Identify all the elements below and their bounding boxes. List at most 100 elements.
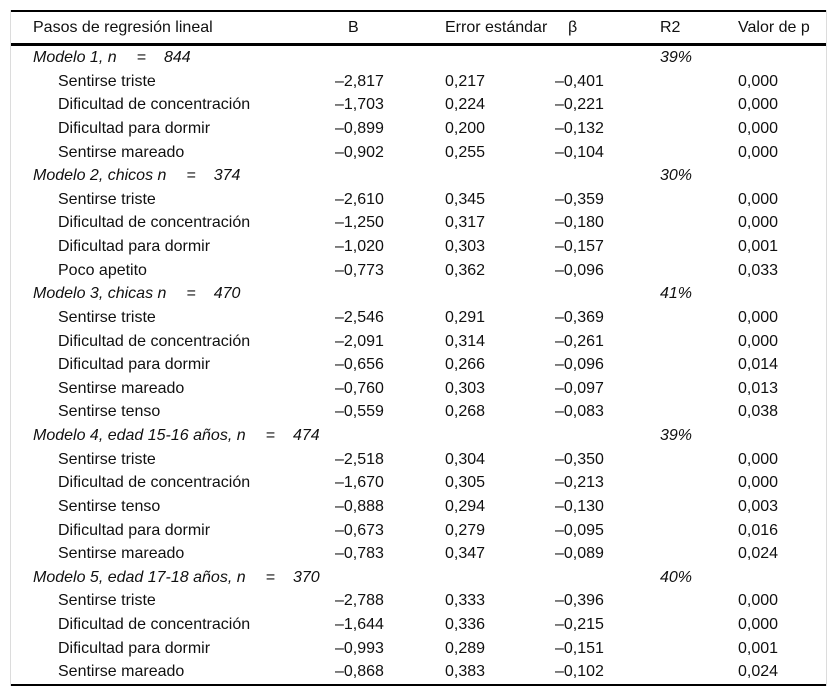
r2-cell: 40% <box>660 568 693 586</box>
se-cell: 0,303 <box>445 379 486 397</box>
b-cell: –0,888 <box>335 497 384 515</box>
sample-size: 470 <box>213 285 241 303</box>
b-cell: –2,518 <box>335 450 384 468</box>
predictor-row: Sentirse mareado –0,783 0,347 –0,089 0,024 <box>11 542 826 566</box>
beta-cell: –0,401 <box>555 72 604 90</box>
beta-cell: –0,350 <box>555 450 604 468</box>
sample-size: 370 <box>292 568 320 586</box>
beta-cell: –0,104 <box>555 143 604 161</box>
predictor-row: Sentirse mareado –0,868 0,383 –0,102 0,024 <box>11 660 826 684</box>
beta-cell: –0,130 <box>555 497 604 515</box>
predictor-label: Dificultad para dormir <box>58 639 211 657</box>
predictor-row: Sentirse mareado –0,760 0,303 –0,097 0,013 <box>11 377 826 401</box>
beta-cell: –0,221 <box>555 96 604 114</box>
model-name: Modelo 4, edad 15-16 años, n <box>33 427 246 444</box>
p-cell: 0,000 <box>738 616 779 633</box>
p-cell: 0,001 <box>738 639 779 657</box>
table-bottom-rule <box>11 683 826 686</box>
model-row: Modelo 5, edad 17-18 años, n = 370 40% <box>11 566 826 590</box>
model-row: Modelo 2, chicos n = 374 30% <box>11 164 826 188</box>
predictor-label: Dificultad de concentración <box>58 96 251 114</box>
predictor-row: Poco apetito –0,773 0,362 –0,096 0,033 <box>11 259 826 283</box>
p-cell: 0,000 <box>738 474 779 492</box>
beta-cell: –0,261 <box>555 332 604 350</box>
p-cell: 0,003 <box>738 497 779 515</box>
model-row: Modelo 3, chicas n = 470 41% <box>11 282 826 306</box>
b-cell: –0,899 <box>335 119 384 137</box>
column-header-b: B <box>348 18 359 36</box>
b-cell: –0,783 <box>335 545 384 563</box>
b-cell: –1,020 <box>335 238 384 255</box>
predictor-label: Sentirse tenso <box>58 497 161 515</box>
predictor-label: Sentirse mareado <box>58 379 185 397</box>
predictor-label: Dificultad de concentración <box>58 214 251 232</box>
model-label: Modelo 1, n = 844 <box>11 46 335 70</box>
beta-cell: –0,369 <box>555 308 604 326</box>
p-cell: 0,033 <box>738 261 779 279</box>
column-header-pasos: Pasos de regresión lineal <box>33 18 213 36</box>
model-name: Modelo 5, edad 17-18 años, n <box>33 568 246 586</box>
b-cell: –2,817 <box>335 72 384 90</box>
b-cell: –1,670 <box>335 474 384 492</box>
predictor-label: Sentirse triste <box>58 450 156 468</box>
r2-cell: 30% <box>660 167 693 185</box>
b-cell: –2,788 <box>335 592 384 610</box>
beta-cell: –0,396 <box>555 592 604 610</box>
model-row: Modelo 4, edad 15-16 años, n = 474 39% <box>11 424 826 448</box>
column-header-valor-p: Valor de p <box>738 18 810 36</box>
predictor-label: Dificultad de concentración <box>58 332 251 350</box>
predictor-label: Dificultad de concentración <box>58 474 251 492</box>
model-label: Modelo 2, chicos n = 374 <box>11 164 335 188</box>
beta-cell: –0,215 <box>555 616 604 633</box>
predictor-label: Dificultad para dormir <box>58 356 211 374</box>
p-cell: 0,000 <box>738 308 779 326</box>
se-cell: 0,362 <box>445 261 486 279</box>
b-cell: –0,760 <box>335 379 384 397</box>
beta-cell: –0,095 <box>555 521 604 539</box>
predictor-row: Sentirse triste –2,610 0,345 –0,359 0,000 <box>11 188 826 212</box>
beta-cell: –0,213 <box>555 474 604 492</box>
model-name: Modelo 3, chicas n <box>33 285 167 303</box>
se-cell: 0,347 <box>445 545 486 563</box>
equals-sign: = <box>265 427 275 444</box>
model-name: Modelo 2, chicos n <box>33 167 167 185</box>
predictor-row: Sentirse triste –2,518 0,304 –0,350 0,000 <box>11 448 826 472</box>
equals-sign: = <box>136 49 146 66</box>
predictor-label: Sentirse tenso <box>58 403 161 421</box>
beta-cell: –0,083 <box>555 403 604 421</box>
table-header-rule <box>11 43 826 46</box>
predictor-row: Dificultad de concentración –1,703 0,224 –0… <box>11 93 826 117</box>
b-cell: –0,773 <box>335 261 384 279</box>
se-cell: 0,304 <box>445 450 486 468</box>
p-cell: 0,000 <box>738 214 779 232</box>
predictor-label: Dificultad para dormir <box>58 119 211 137</box>
se-cell: 0,255 <box>445 143 486 161</box>
predictor-row: Dificultad para dormir –0,993 0,289 –0,151 0… <box>11 637 826 661</box>
r2-cell: 39% <box>660 49 693 66</box>
regression-table: Pasos de regresión lineal B Error estánd… <box>10 10 827 686</box>
predictor-row: Sentirse mareado –0,902 0,255 –0,104 0,000 <box>11 141 826 165</box>
se-cell: 0,345 <box>445 190 486 208</box>
b-cell: –1,644 <box>335 616 384 633</box>
b-cell: –2,610 <box>335 190 384 208</box>
p-cell: 0,000 <box>738 332 779 350</box>
beta-cell: –0,359 <box>555 190 604 208</box>
equals-sign: = <box>186 285 196 303</box>
predictor-row: Dificultad para dormir –0,899 0,200 –0,132 0… <box>11 117 826 141</box>
column-header-beta: β <box>568 18 578 36</box>
p-cell: 0,016 <box>738 521 779 539</box>
se-cell: 0,303 <box>445 238 486 255</box>
se-cell: 0,333 <box>445 592 486 610</box>
p-cell: 0,000 <box>738 72 779 90</box>
predictor-row: Dificultad de concentración –2,091 0,314 –0… <box>11 330 826 354</box>
predictor-label: Sentirse triste <box>58 308 156 326</box>
model-name: Modelo 1, n <box>33 49 117 66</box>
beta-cell: –0,102 <box>555 663 604 681</box>
b-cell: –0,673 <box>335 521 384 539</box>
predictor-row: Dificultad de concentración –1,250 0,317 –0… <box>11 211 826 235</box>
predictor-label: Sentirse triste <box>58 190 156 208</box>
p-cell: 0,024 <box>738 545 779 563</box>
predictor-row: Sentirse tenso –0,888 0,294 –0,130 0,003 <box>11 495 826 519</box>
predictor-label: Dificultad para dormir <box>58 238 211 255</box>
b-cell: –0,559 <box>335 403 384 421</box>
